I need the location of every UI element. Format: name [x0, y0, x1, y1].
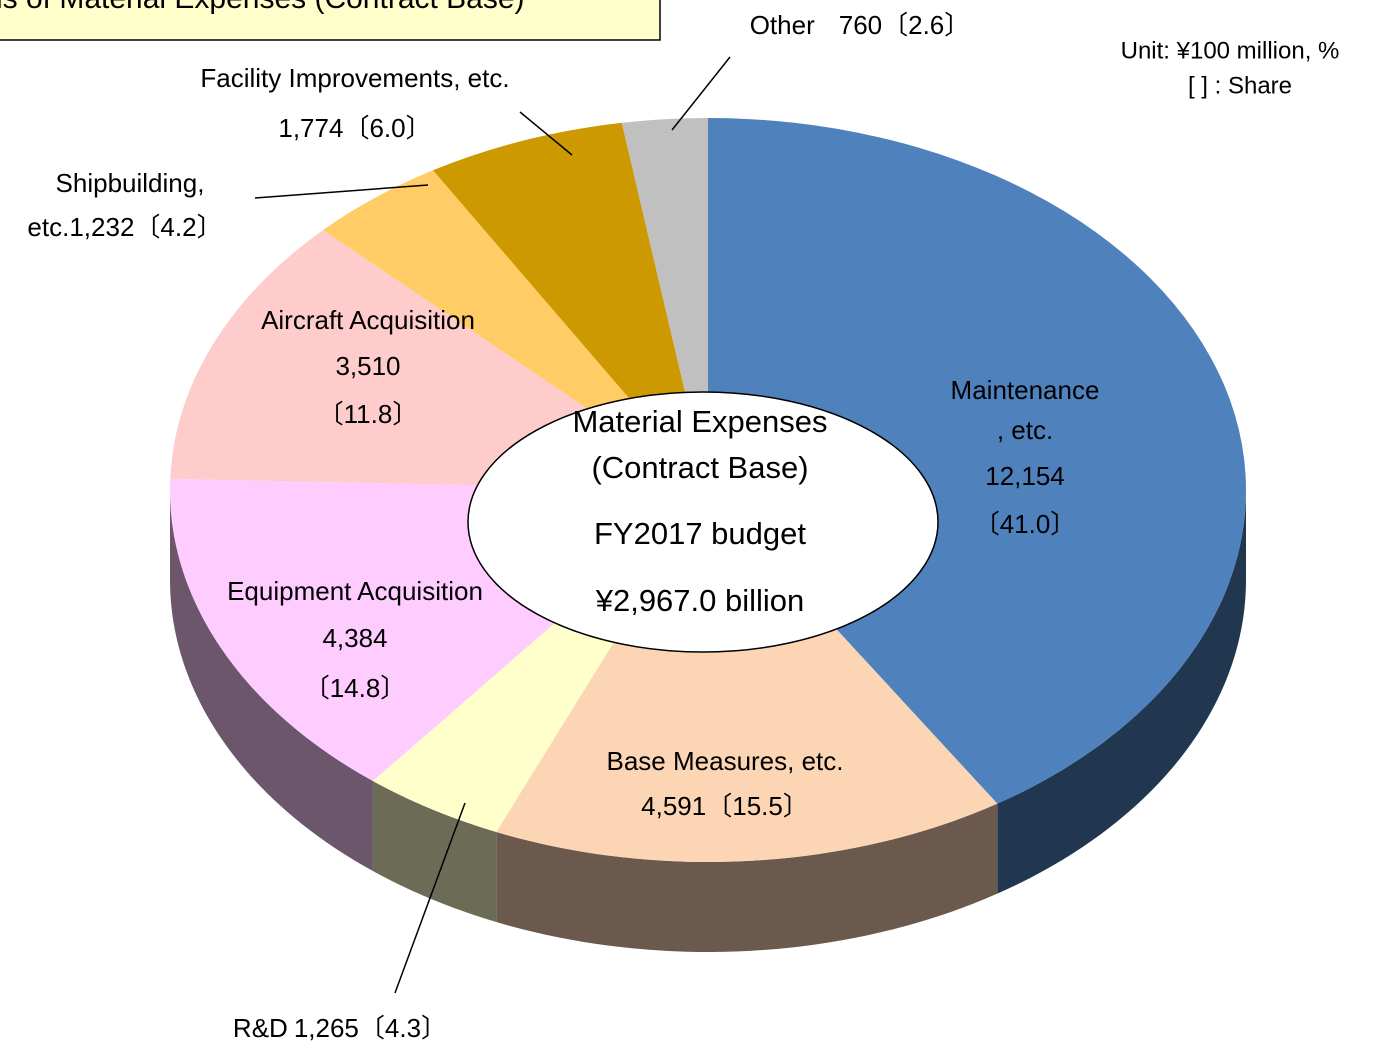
slice-label: 〔11.8〕 [318, 399, 419, 429]
leader-line [519, 111, 573, 156]
center-text: Material Expenses [572, 404, 827, 439]
slice-label: R&D 1,265〔4.3〕 [233, 1013, 447, 1043]
slice-label: Shipbuilding, [56, 168, 205, 198]
slice-label: 1,774〔6.0〕 [278, 113, 431, 143]
center: Material Expenses (Contract Base) FY2017 b… [467, 391, 939, 653]
label-part: 1,232 [69, 212, 134, 242]
slice-label: 3,510 [335, 351, 400, 381]
slice-side [997, 490, 1246, 894]
leader-line [394, 802, 466, 994]
slice-label: Equipment Acquisition [227, 576, 483, 606]
slice-label: , etc. [997, 415, 1053, 445]
center-text: FY2017 budget [594, 516, 806, 551]
leader-line [254, 184, 429, 199]
label-part: etc. [27, 212, 69, 242]
slice-label: Base Measures, etc. [607, 746, 844, 776]
label-part: 〔6.0〕 [343, 113, 431, 143]
unit-note: Unit: ¥100 million, % [1121, 37, 1340, 64]
label-part: 〔2.6〕 [882, 10, 970, 40]
slice-label: Facility Improvements, etc. [200, 63, 509, 93]
center-text: (Contract Base) [591, 450, 808, 485]
slice-label: etc.1,232〔4.2〕 [27, 212, 222, 242]
slice-label: Aircraft Acquisition [261, 305, 475, 335]
label-part: R&D [233, 1013, 288, 1043]
leader-line [671, 56, 731, 131]
label-part: 1,265 [294, 1013, 359, 1043]
slice [496, 490, 998, 862]
label-part: Other [750, 10, 815, 40]
slice-label: 4,591〔15.5〕 [641, 791, 809, 821]
share-note: [ ] : Share [1188, 72, 1292, 99]
chart-title: ls of Material Expenses (Contract Base) [0, 0, 525, 15]
slice-side [372, 781, 497, 922]
slice-side [170, 490, 373, 872]
slice-label: Other 760〔2.6〕 [750, 10, 971, 40]
slice-label: 〔14.8〕 [304, 673, 407, 703]
pie-sides [170, 490, 1246, 952]
slice-label: Maintenance [951, 375, 1100, 405]
slice-label: 12,154 [985, 461, 1065, 491]
label-part: 1,774 [278, 113, 343, 143]
center-text: ¥2,967.0 billion [595, 583, 805, 618]
label-part: 〔4.3〕 [359, 1013, 447, 1043]
center-ellipse [467, 391, 939, 653]
label-part: 760 [839, 10, 882, 40]
label-part: 4,591 [641, 791, 706, 821]
title-box [0, 0, 661, 41]
label-part: 〔4.2〕 [134, 212, 222, 242]
labels: Maintenance , etc. 12,154 〔41.0〕 Base Measur… [27, 10, 1099, 1043]
label-part: 〔15.5〕 [706, 791, 809, 821]
slice-side [496, 803, 998, 952]
slice-label: 4,384 [322, 623, 387, 653]
slice [708, 118, 1246, 804]
slice-label: 〔41.0〕 [974, 509, 1077, 539]
